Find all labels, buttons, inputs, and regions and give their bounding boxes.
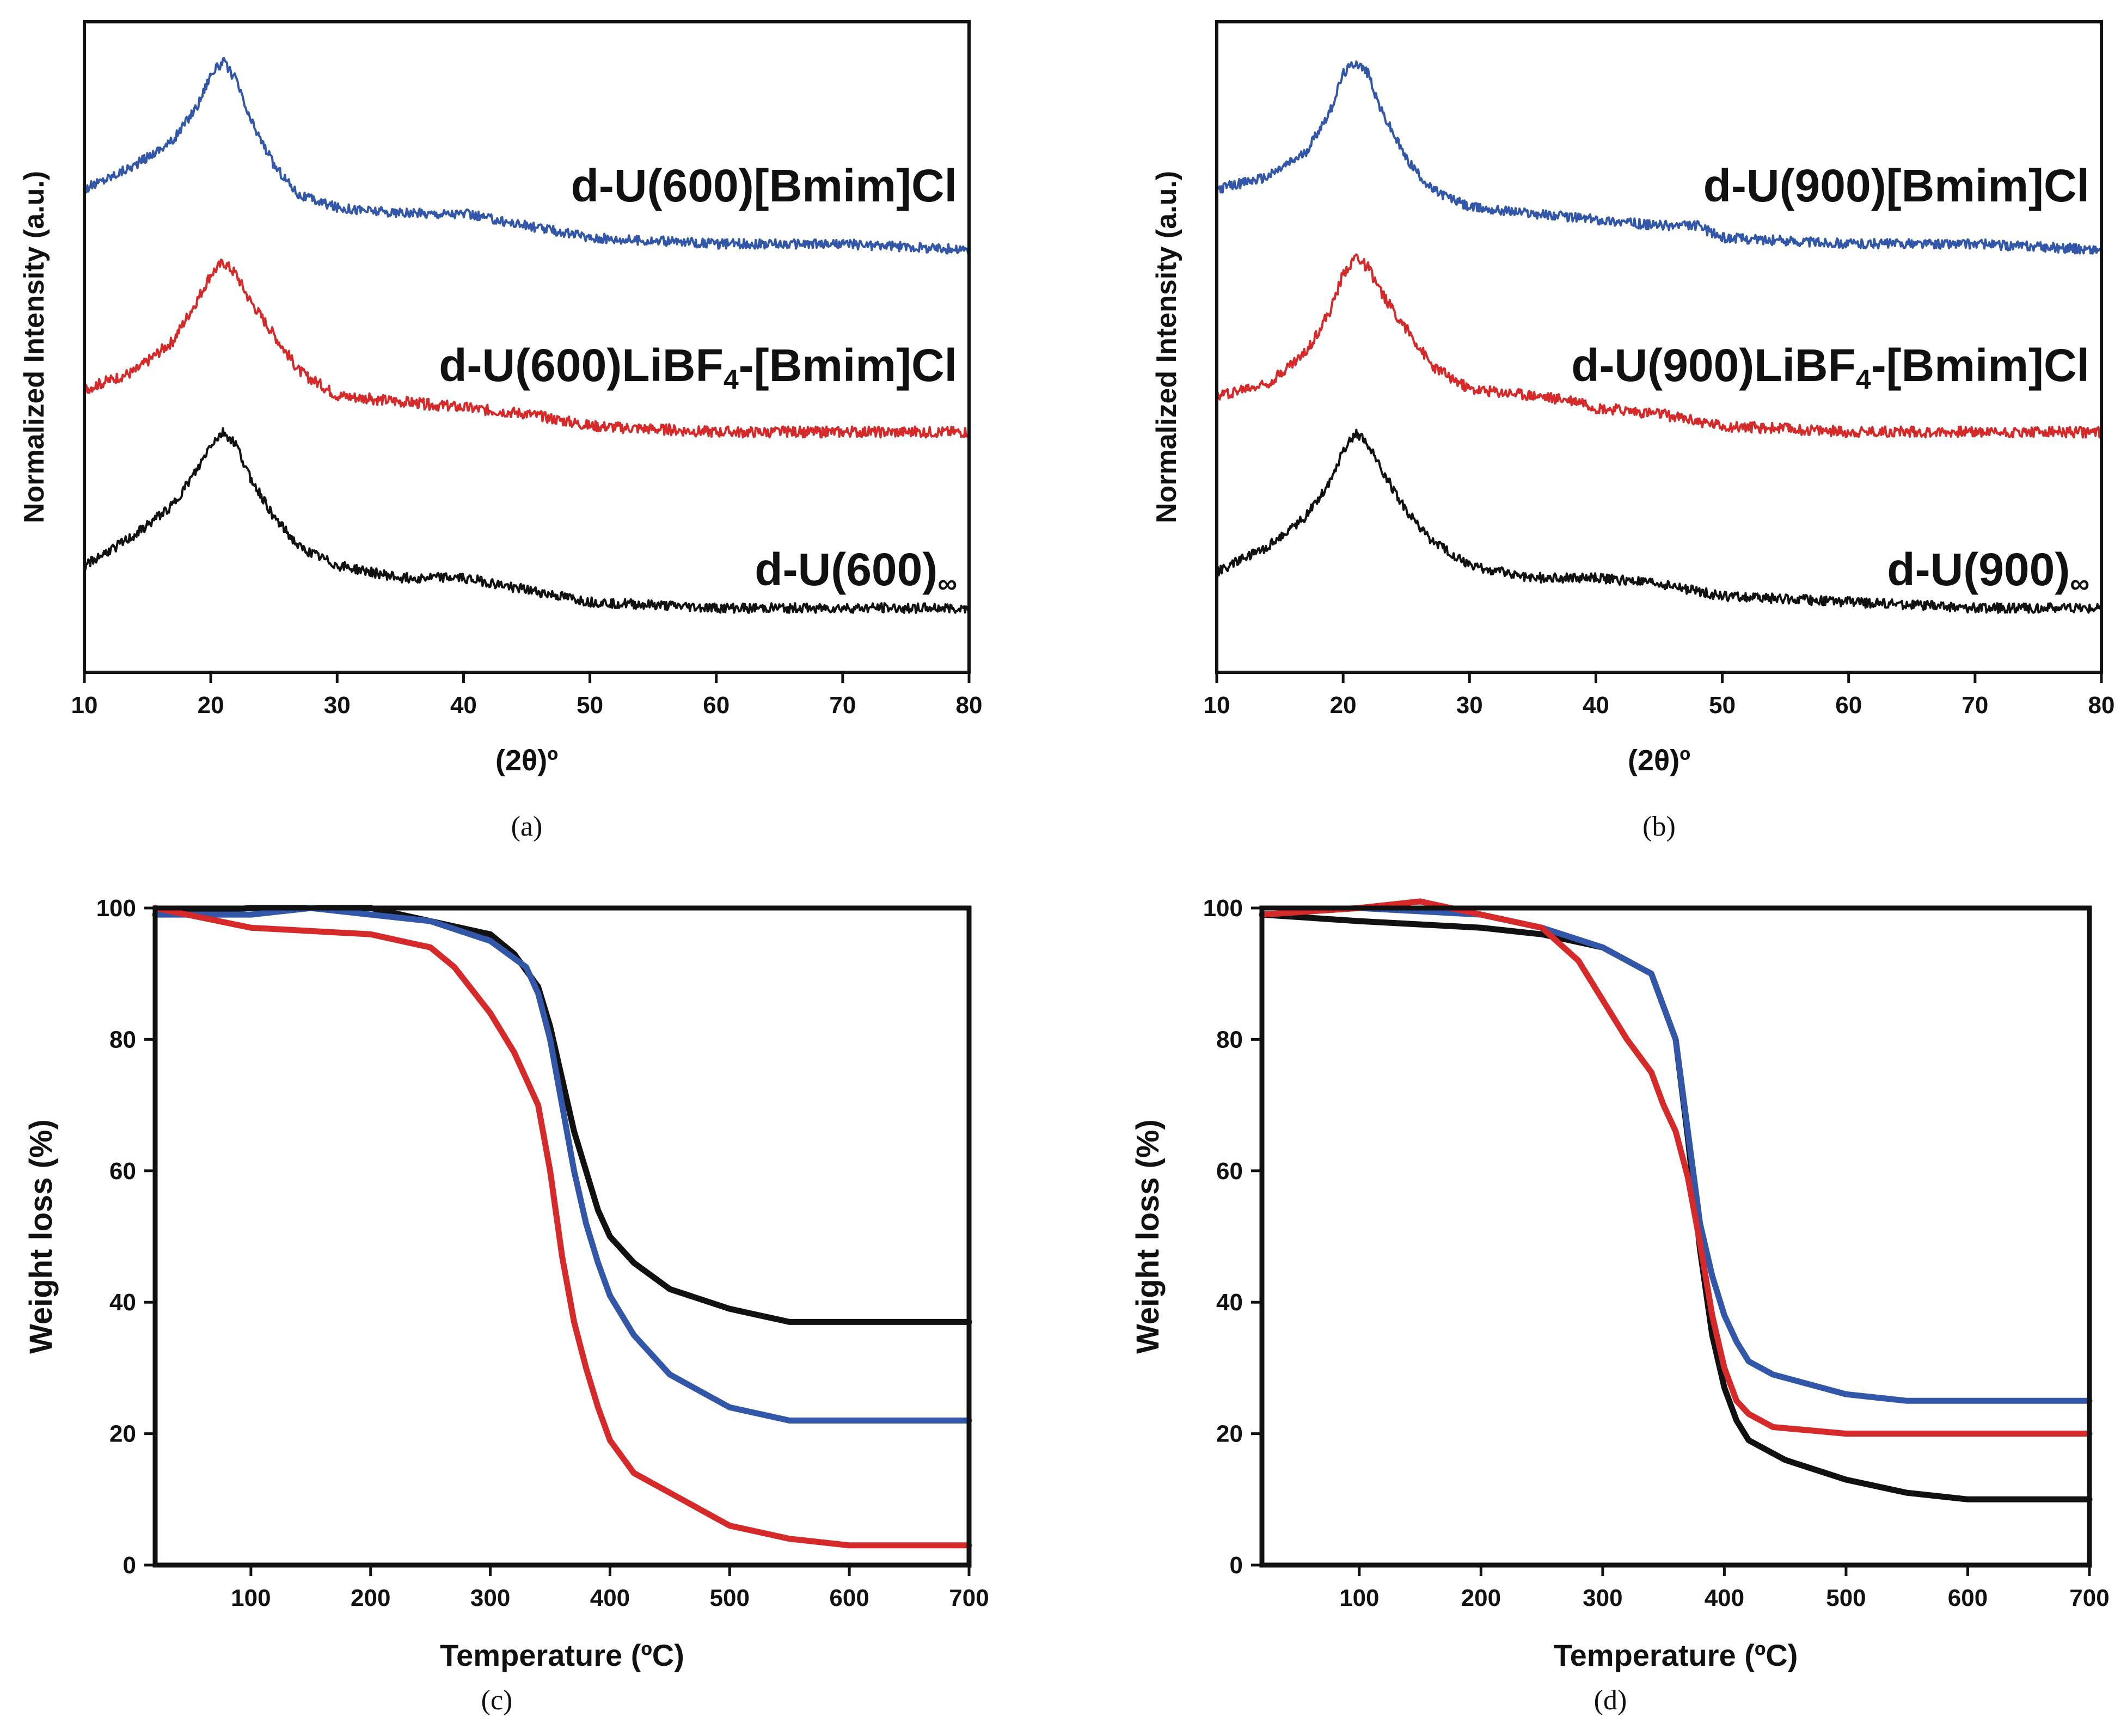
y-tick-label: 40 bbox=[109, 1289, 136, 1316]
x-tick-label: 30 bbox=[324, 692, 351, 719]
y-tick-label: 20 bbox=[1216, 1421, 1243, 1447]
x-tick-label: 400 bbox=[1705, 1585, 1744, 1611]
series-line-c-red bbox=[152, 905, 972, 1549]
series-line-a-black bbox=[83, 427, 970, 614]
y-axis-label: Weight loss (%) bbox=[23, 1119, 59, 1354]
y-tick-label: 100 bbox=[1203, 895, 1243, 922]
x-tick-label: 40 bbox=[1583, 692, 1609, 719]
x-tick-label: 600 bbox=[1948, 1585, 1988, 1611]
y-tick-label: 40 bbox=[1216, 1289, 1243, 1316]
panel-caption: (c) bbox=[481, 1685, 513, 1716]
x-tick-label: 300 bbox=[470, 1585, 510, 1611]
series-label-main: d-U(900)[Bmim]Cl bbox=[1703, 160, 2089, 211]
x-tick-label: 300 bbox=[1583, 1585, 1622, 1611]
plot-frame-a bbox=[83, 20, 971, 674]
x-axis-label: (2θ)º bbox=[495, 744, 558, 777]
x-tick-label: 400 bbox=[590, 1585, 630, 1611]
series-label-a-black: d-U(600)∞ bbox=[755, 544, 957, 599]
chart-panel-d: 100 200 300 400 500 600 700 0 20 40 60 80 100 Tempera… bbox=[1130, 895, 2110, 1716]
x-tick-label: 80 bbox=[2088, 692, 2115, 719]
x-tick-label: 10 bbox=[71, 692, 98, 719]
series-label-a-blue: d-U(600)[Bmim]Cl bbox=[571, 160, 957, 211]
series-label-tail: -[Bmim]Cl bbox=[1871, 340, 2089, 391]
y-tick-label: 100 bbox=[96, 895, 136, 922]
series-label-sub: ∞ bbox=[937, 568, 957, 599]
panel-caption: (a) bbox=[511, 811, 543, 842]
x-tick-label: 200 bbox=[1461, 1585, 1501, 1611]
y-tick-label: 20 bbox=[109, 1421, 136, 1447]
y-tick-label: 0 bbox=[1230, 1552, 1243, 1579]
series-label-a-red: d-U(600)LiBF4-[Bmim]Cl bbox=[439, 340, 957, 395]
x-tick-label: 30 bbox=[1456, 692, 1483, 719]
x-tick-label: 50 bbox=[577, 692, 603, 719]
x-tick-label: 700 bbox=[2069, 1585, 2109, 1611]
series-label-b-blue: d-U(900)[Bmim]Cl bbox=[1703, 160, 2089, 211]
x-axis-label: (2θ)º bbox=[1628, 744, 1690, 777]
series-label-main: d-U(600)LiBF bbox=[439, 340, 724, 391]
series-line-d-red bbox=[1259, 898, 2093, 1437]
series-label-b-red: d-U(900)LiBF4-[Bmim]Cl bbox=[1571, 340, 2089, 395]
y-tick-label: 60 bbox=[1216, 1158, 1243, 1185]
x-tick-label: 100 bbox=[1339, 1585, 1379, 1611]
plot-frame-b bbox=[1215, 20, 2103, 674]
x-tick-label: 70 bbox=[829, 692, 856, 719]
series-label-main: d-U(600)[Bmim]Cl bbox=[571, 160, 957, 211]
x-tick-label: 20 bbox=[198, 692, 224, 719]
series-label-main: d-U(600) bbox=[755, 544, 937, 595]
x-tick-label: 60 bbox=[703, 692, 730, 719]
x-tick-label: 10 bbox=[1204, 692, 1230, 719]
series-label-sub: 4 bbox=[724, 364, 739, 395]
x-tick-label: 700 bbox=[949, 1585, 989, 1611]
y-tick-label: 80 bbox=[1216, 1026, 1243, 1053]
series-line-a-blue bbox=[83, 57, 970, 255]
series-label-sub: ∞ bbox=[2070, 568, 2089, 599]
x-tick-label: 500 bbox=[710, 1585, 750, 1611]
chart-panel-a: d-U(600)[Bmim]Cld-U(600)LiBF4-[Bmim]Cld-… bbox=[19, 20, 983, 842]
x-tick-label: 50 bbox=[1709, 692, 1736, 719]
chart-panel-c: 100 200 300 400 500 600 700 0 20 40 60 80 100 Tempera… bbox=[23, 895, 989, 1716]
x-tick-label: 100 bbox=[231, 1585, 271, 1611]
y-tick-label: 0 bbox=[123, 1552, 136, 1579]
series-line-d-black bbox=[1259, 911, 2093, 1502]
x-tick-label: 200 bbox=[351, 1585, 390, 1611]
series-label-main: d-U(900) bbox=[1887, 544, 2070, 595]
series-label-b-black: d-U(900)∞ bbox=[1887, 544, 2089, 599]
series-line-c-blue bbox=[152, 905, 972, 1424]
series-line-a-red bbox=[83, 259, 970, 439]
y-axis-label: Weight loss (%) bbox=[1130, 1119, 1166, 1354]
x-axis-label: Temperature (ºC) bbox=[440, 1638, 684, 1672]
series-line-b-blue bbox=[1216, 60, 2103, 255]
y-axis-label: Normalized Intensity (a.u.) bbox=[1151, 171, 1182, 523]
chart-panel-b: d-U(900)[Bmim]Cld-U(900)LiBF4-[Bmim]Cld-… bbox=[1151, 20, 2115, 842]
y-axis-label: Normalized Intensity (a.u.) bbox=[19, 171, 50, 523]
x-tick-label: 20 bbox=[1330, 692, 1357, 719]
x-tick-label: 500 bbox=[1826, 1585, 1866, 1611]
series-line-d-blue bbox=[1259, 905, 2093, 1404]
x-tick-label: 80 bbox=[956, 692, 983, 719]
x-tick-label: 40 bbox=[450, 692, 477, 719]
series-label-main: d-U(900)LiBF bbox=[1571, 340, 1856, 391]
plot-frame-c bbox=[152, 905, 972, 1568]
panel-caption: (d) bbox=[1594, 1685, 1627, 1716]
x-tick-label: 600 bbox=[829, 1585, 869, 1611]
series-label-tail: -[Bmim]Cl bbox=[739, 340, 957, 391]
series-line-b-black bbox=[1216, 428, 2103, 614]
y-tick-label: 80 bbox=[109, 1026, 136, 1053]
y-tick-label: 60 bbox=[109, 1158, 136, 1185]
x-tick-label: 70 bbox=[1962, 692, 1988, 719]
panel-caption: (b) bbox=[1642, 811, 1676, 842]
x-axis-label: Temperature (ºC) bbox=[1554, 1638, 1798, 1672]
x-tick-label: 60 bbox=[1835, 692, 1862, 719]
series-label-sub: 4 bbox=[1856, 364, 1871, 395]
series-line-b-red bbox=[1216, 253, 2103, 439]
plot-frame-d bbox=[1259, 905, 2092, 1568]
